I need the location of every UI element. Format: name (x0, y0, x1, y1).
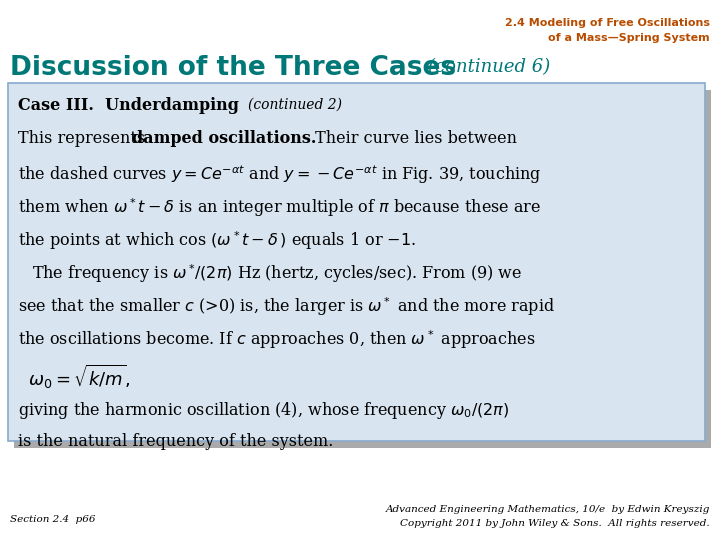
Text: damped oscillations.: damped oscillations. (132, 130, 316, 147)
Text: Advanced Engineering Mathematics, 10/e  by Edwin Kreyszig: Advanced Engineering Mathematics, 10/e b… (386, 505, 710, 514)
Text: (continued 6): (continued 6) (428, 58, 550, 76)
Text: This represents: This represents (18, 130, 150, 147)
Text: $\omega_0 = \sqrt{k/m},$: $\omega_0 = \sqrt{k/m},$ (28, 363, 130, 391)
FancyBboxPatch shape (14, 90, 711, 448)
Text: of a Mass—Spring System: of a Mass—Spring System (549, 33, 710, 43)
Text: is the natural frequency of the system.: is the natural frequency of the system. (18, 433, 333, 450)
Text: Their curve lies between: Their curve lies between (310, 130, 517, 147)
Text: see that the smaller $c$ (>0) is, the larger is $\omega^*$ and the more rapid: see that the smaller $c$ (>0) is, the la… (18, 295, 555, 318)
Text: giving the harmonic oscillation (4), whose frequency $\omega_0/(2\pi)$: giving the harmonic oscillation (4), who… (18, 400, 510, 421)
Text: The frequency is $\omega^*\!/(2\pi)$ Hz (hertz, cycles/sec). From (9) we: The frequency is $\omega^*\!/(2\pi)$ Hz … (32, 262, 522, 285)
FancyBboxPatch shape (8, 83, 705, 441)
Text: 2.4 Modeling of Free Oscillations: 2.4 Modeling of Free Oscillations (505, 18, 710, 28)
Text: them when $\omega^*t - \delta$ is an integer multiple of $\pi$ because these are: them when $\omega^*t - \delta$ is an int… (18, 196, 541, 219)
Text: (continued 2): (continued 2) (248, 98, 342, 112)
Text: Discussion of the Three Cases: Discussion of the Three Cases (10, 55, 456, 81)
Text: the points at which cos $(\omega^*t - \delta\,)$ equals 1 or $-1$.: the points at which cos $(\omega^*t - \d… (18, 229, 416, 252)
Text: the dashed curves $y = Ce^{-\alpha t}$ and $y = -Ce^{-\alpha t}$ in Fig. 39, tou: the dashed curves $y = Ce^{-\alpha t}$ a… (18, 163, 541, 186)
Text: the oscillations become. If $c$ approaches 0, then $\omega^*$ approaches: the oscillations become. If $c$ approach… (18, 328, 536, 350)
Text: Copyright 2011 by John Wiley & Sons.  All rights reserved.: Copyright 2011 by John Wiley & Sons. All… (400, 519, 710, 528)
Text: Case III.  Underdamping: Case III. Underdamping (18, 97, 239, 114)
Text: Section 2.4  p66: Section 2.4 p66 (10, 515, 96, 524)
